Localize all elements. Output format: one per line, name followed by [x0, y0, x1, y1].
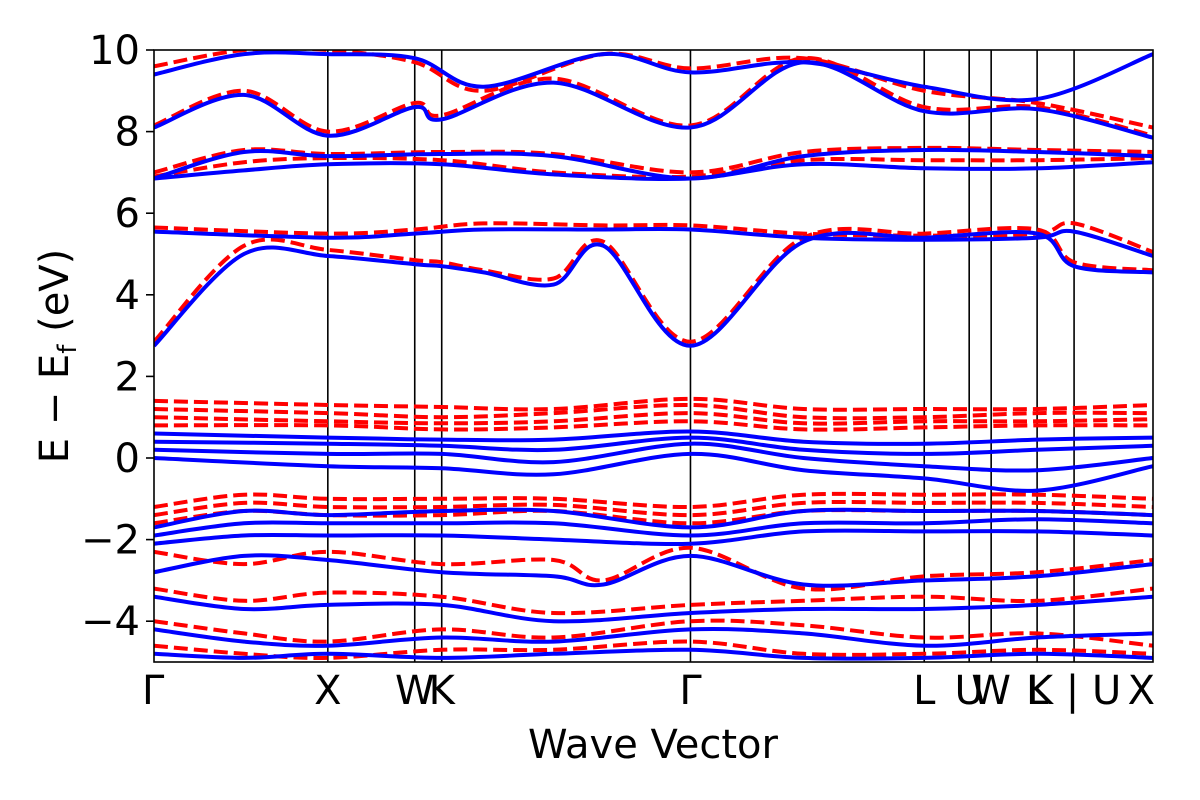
band-line-red-dashed: [154, 499, 1153, 518]
plot-frame: [153, 49, 1154, 663]
band-line-blue: [154, 647, 1153, 661]
bands: [154, 50, 1153, 661]
band-line-blue: [154, 451, 1153, 493]
y-tick-label: 4: [115, 273, 140, 319]
y-axis-title-subscript: f: [53, 344, 83, 354]
band-line-blue: [154, 627, 1153, 648]
x-tick-label: U: [955, 668, 984, 714]
band-line-red-dashed: [154, 50, 1153, 130]
band-line-red-dashed: [154, 586, 1153, 616]
x-tick-label: K | U: [1027, 668, 1121, 714]
band-line-blue: [154, 226, 1153, 258]
x-axis-title: Wave Vector: [528, 722, 779, 768]
x-tick-label: Γ: [142, 668, 165, 714]
band-line-red-dashed: [154, 545, 1153, 592]
y-ticks: −4 −2 0 2 4 6 8 10: [81, 28, 154, 645]
band-line-blue: [154, 147, 1153, 181]
band-line-blue: [154, 230, 1153, 348]
band-line-red-dashed: [154, 225, 1153, 344]
y-tick-label: 8: [115, 110, 140, 156]
band-line-blue: [154, 553, 1153, 588]
band-line-red-dashed: [154, 56, 1153, 138]
band-line-blue: [154, 50, 1153, 103]
band-line-blue: [154, 429, 1153, 446]
y-tick-label: 10: [89, 28, 140, 74]
x-tick-label: X: [1128, 668, 1155, 714]
band-line-blue: [154, 528, 1153, 546]
y-tick-label: 0: [115, 436, 140, 482]
band-line-red-dashed: [154, 419, 1153, 432]
band-line-red-dashed: [154, 402, 1153, 421]
band-line-red-dashed: [154, 396, 1153, 412]
x-tick-label: L: [1026, 668, 1049, 714]
band-line-blue: [154, 594, 1153, 624]
band-line-blue: [154, 60, 1153, 140]
band-line-red-dashed: [154, 411, 1153, 426]
band-line-blue: [154, 507, 1153, 530]
x-tick-label: X: [314, 668, 341, 714]
x-tick-label: K: [429, 668, 457, 714]
y-tick-label: 6: [115, 191, 140, 237]
x-tick-label: L: [913, 668, 936, 714]
x-tick-label: W: [395, 668, 435, 714]
band-line-blue: [154, 160, 1153, 181]
band-line-red-dashed: [154, 618, 1153, 648]
band-line-blue: [154, 435, 1153, 456]
y-tick-label: −4: [81, 599, 140, 645]
x-tick-label: W: [971, 668, 1011, 714]
y-axis-title-unit: (eV): [32, 249, 78, 345]
band-line-blue: [154, 517, 1153, 538]
band-line-blue: [154, 441, 1153, 473]
band-line-red-dashed: [154, 639, 1153, 661]
y-axis-title: E − Ef (eV): [32, 249, 83, 464]
y-tick-label: −2: [81, 518, 140, 564]
x-tick-label: Γ: [679, 668, 702, 714]
band-line-red-dashed: [154, 491, 1153, 510]
y-tick-label: 2: [115, 354, 140, 400]
y-axis-title-main: E − E: [32, 354, 78, 464]
